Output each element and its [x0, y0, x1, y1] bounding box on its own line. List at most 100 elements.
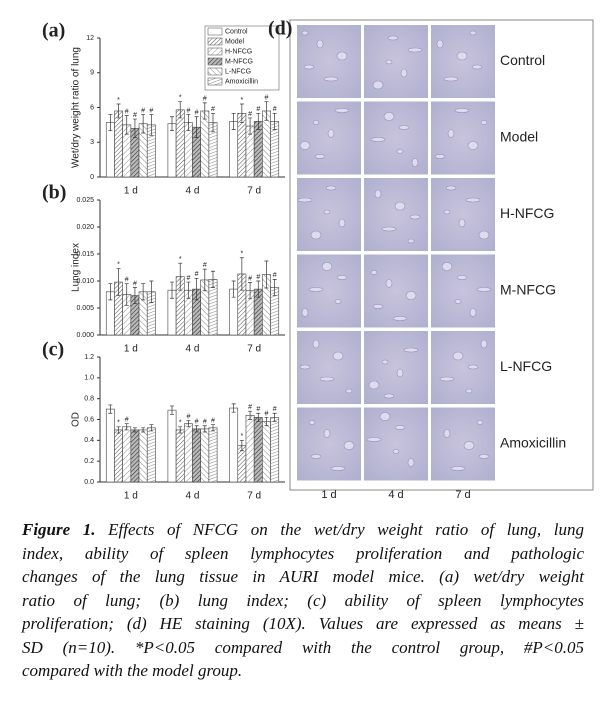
histology-image [364, 331, 428, 404]
error-bar [170, 405, 174, 415]
significance-marker: # [248, 275, 252, 282]
error-bar [141, 114, 146, 134]
y-tick-label: 0.015 [76, 251, 94, 258]
error-bar [108, 283, 113, 301]
bar [175, 429, 185, 483]
x-tick-label: 1 d [124, 491, 138, 502]
histology-detail [392, 316, 408, 321]
x-tick-label: 7 d [247, 344, 261, 355]
y-tick-label: 9 [90, 70, 94, 77]
error-bar [186, 114, 191, 132]
panel-label: (d) [268, 18, 292, 40]
bar [262, 110, 271, 178]
y-tick-label: 0.2 [84, 458, 94, 465]
error-bar [116, 103, 121, 119]
histology-detail [396, 368, 404, 378]
histology-detail [332, 351, 344, 361]
error-bar [170, 281, 174, 299]
significance-marker: # [248, 111, 252, 118]
histology-detail [319, 376, 335, 382]
histology-detail [458, 218, 466, 228]
histology-detail [385, 279, 393, 288]
significance-marker: # [203, 262, 207, 269]
histology-detail [463, 441, 475, 450]
y-tick-label: 6 [90, 104, 94, 111]
bar [245, 415, 255, 483]
histology-detail [392, 449, 400, 454]
significance-marker: # [265, 95, 269, 102]
significance-marker: # [195, 271, 199, 278]
histology-detail [334, 108, 350, 113]
significance-marker: * [240, 251, 243, 258]
histology-detail [323, 76, 339, 82]
histology-detail [396, 149, 404, 154]
histology-detail [336, 51, 348, 61]
histology-detail [303, 64, 315, 70]
histology-detail [469, 30, 477, 36]
significance-marker: # [141, 107, 145, 114]
error-bar [178, 262, 183, 291]
error-bar [264, 101, 269, 121]
histology-detail [465, 388, 473, 394]
row-label: Model [500, 129, 538, 145]
caption-text: compared with the model group. [22, 661, 243, 680]
error-bar [141, 283, 146, 301]
significance-marker: # [256, 406, 260, 413]
error-bar [239, 257, 244, 291]
histology-detail [456, 275, 468, 280]
histology-detail [299, 364, 311, 370]
y-axis-label: OD [71, 412, 82, 427]
bar [200, 110, 210, 178]
histology-detail [467, 141, 479, 150]
bar [122, 426, 132, 483]
histology-detail [336, 275, 348, 280]
significance-marker: # [248, 404, 252, 411]
significance-marker: # [273, 106, 277, 113]
histology-detail [411, 158, 419, 167]
error-bar [202, 425, 207, 433]
bar [114, 110, 123, 178]
caption-line: index, ability of spleen lymphocytes pro… [22, 542, 584, 566]
histology-detail [443, 429, 451, 438]
x-tick-label: 7 d [247, 491, 261, 502]
caption-text: index, ability of spleen lymphocytes pro… [22, 543, 584, 563]
significance-marker: # [195, 110, 199, 117]
caption-line: ratio of lung; (b) lung index; (c) abili… [22, 589, 584, 613]
x-tick-label: 7 d [247, 186, 261, 197]
histology-detail [439, 376, 455, 382]
bar [105, 408, 115, 483]
y-tick-label: 0 [90, 174, 94, 181]
histology-detail [299, 141, 311, 150]
bar [200, 428, 210, 483]
error-bar [194, 277, 199, 301]
histology-detail [321, 262, 333, 271]
histology-detail [480, 339, 488, 349]
significance-marker: * [117, 97, 120, 104]
histology-detail [465, 197, 481, 203]
row-label: M-NFCG [500, 282, 556, 298]
histology-detail [343, 441, 355, 450]
histology-detail [467, 364, 479, 370]
bar [167, 409, 177, 483]
histology-detail [480, 120, 488, 125]
error-bar [149, 114, 154, 136]
bar [208, 427, 218, 483]
significance-marker: # [186, 107, 190, 114]
x-tick-label: 4 d [186, 491, 200, 502]
histology-detail [310, 454, 322, 459]
histology-image [297, 101, 361, 175]
histology-detail [434, 154, 446, 159]
histology-detail [469, 308, 477, 317]
error-bar [256, 280, 261, 298]
histology-detail [447, 129, 455, 138]
error-bar [124, 115, 129, 135]
histology-detail [405, 291, 417, 300]
histology-detail [443, 209, 451, 215]
y-tick-label: 0.4 [84, 437, 94, 444]
error-bar [149, 280, 154, 303]
histology-detail [327, 129, 335, 138]
histology-detail [385, 59, 393, 65]
bar [184, 423, 193, 483]
histology-detail [368, 380, 380, 390]
